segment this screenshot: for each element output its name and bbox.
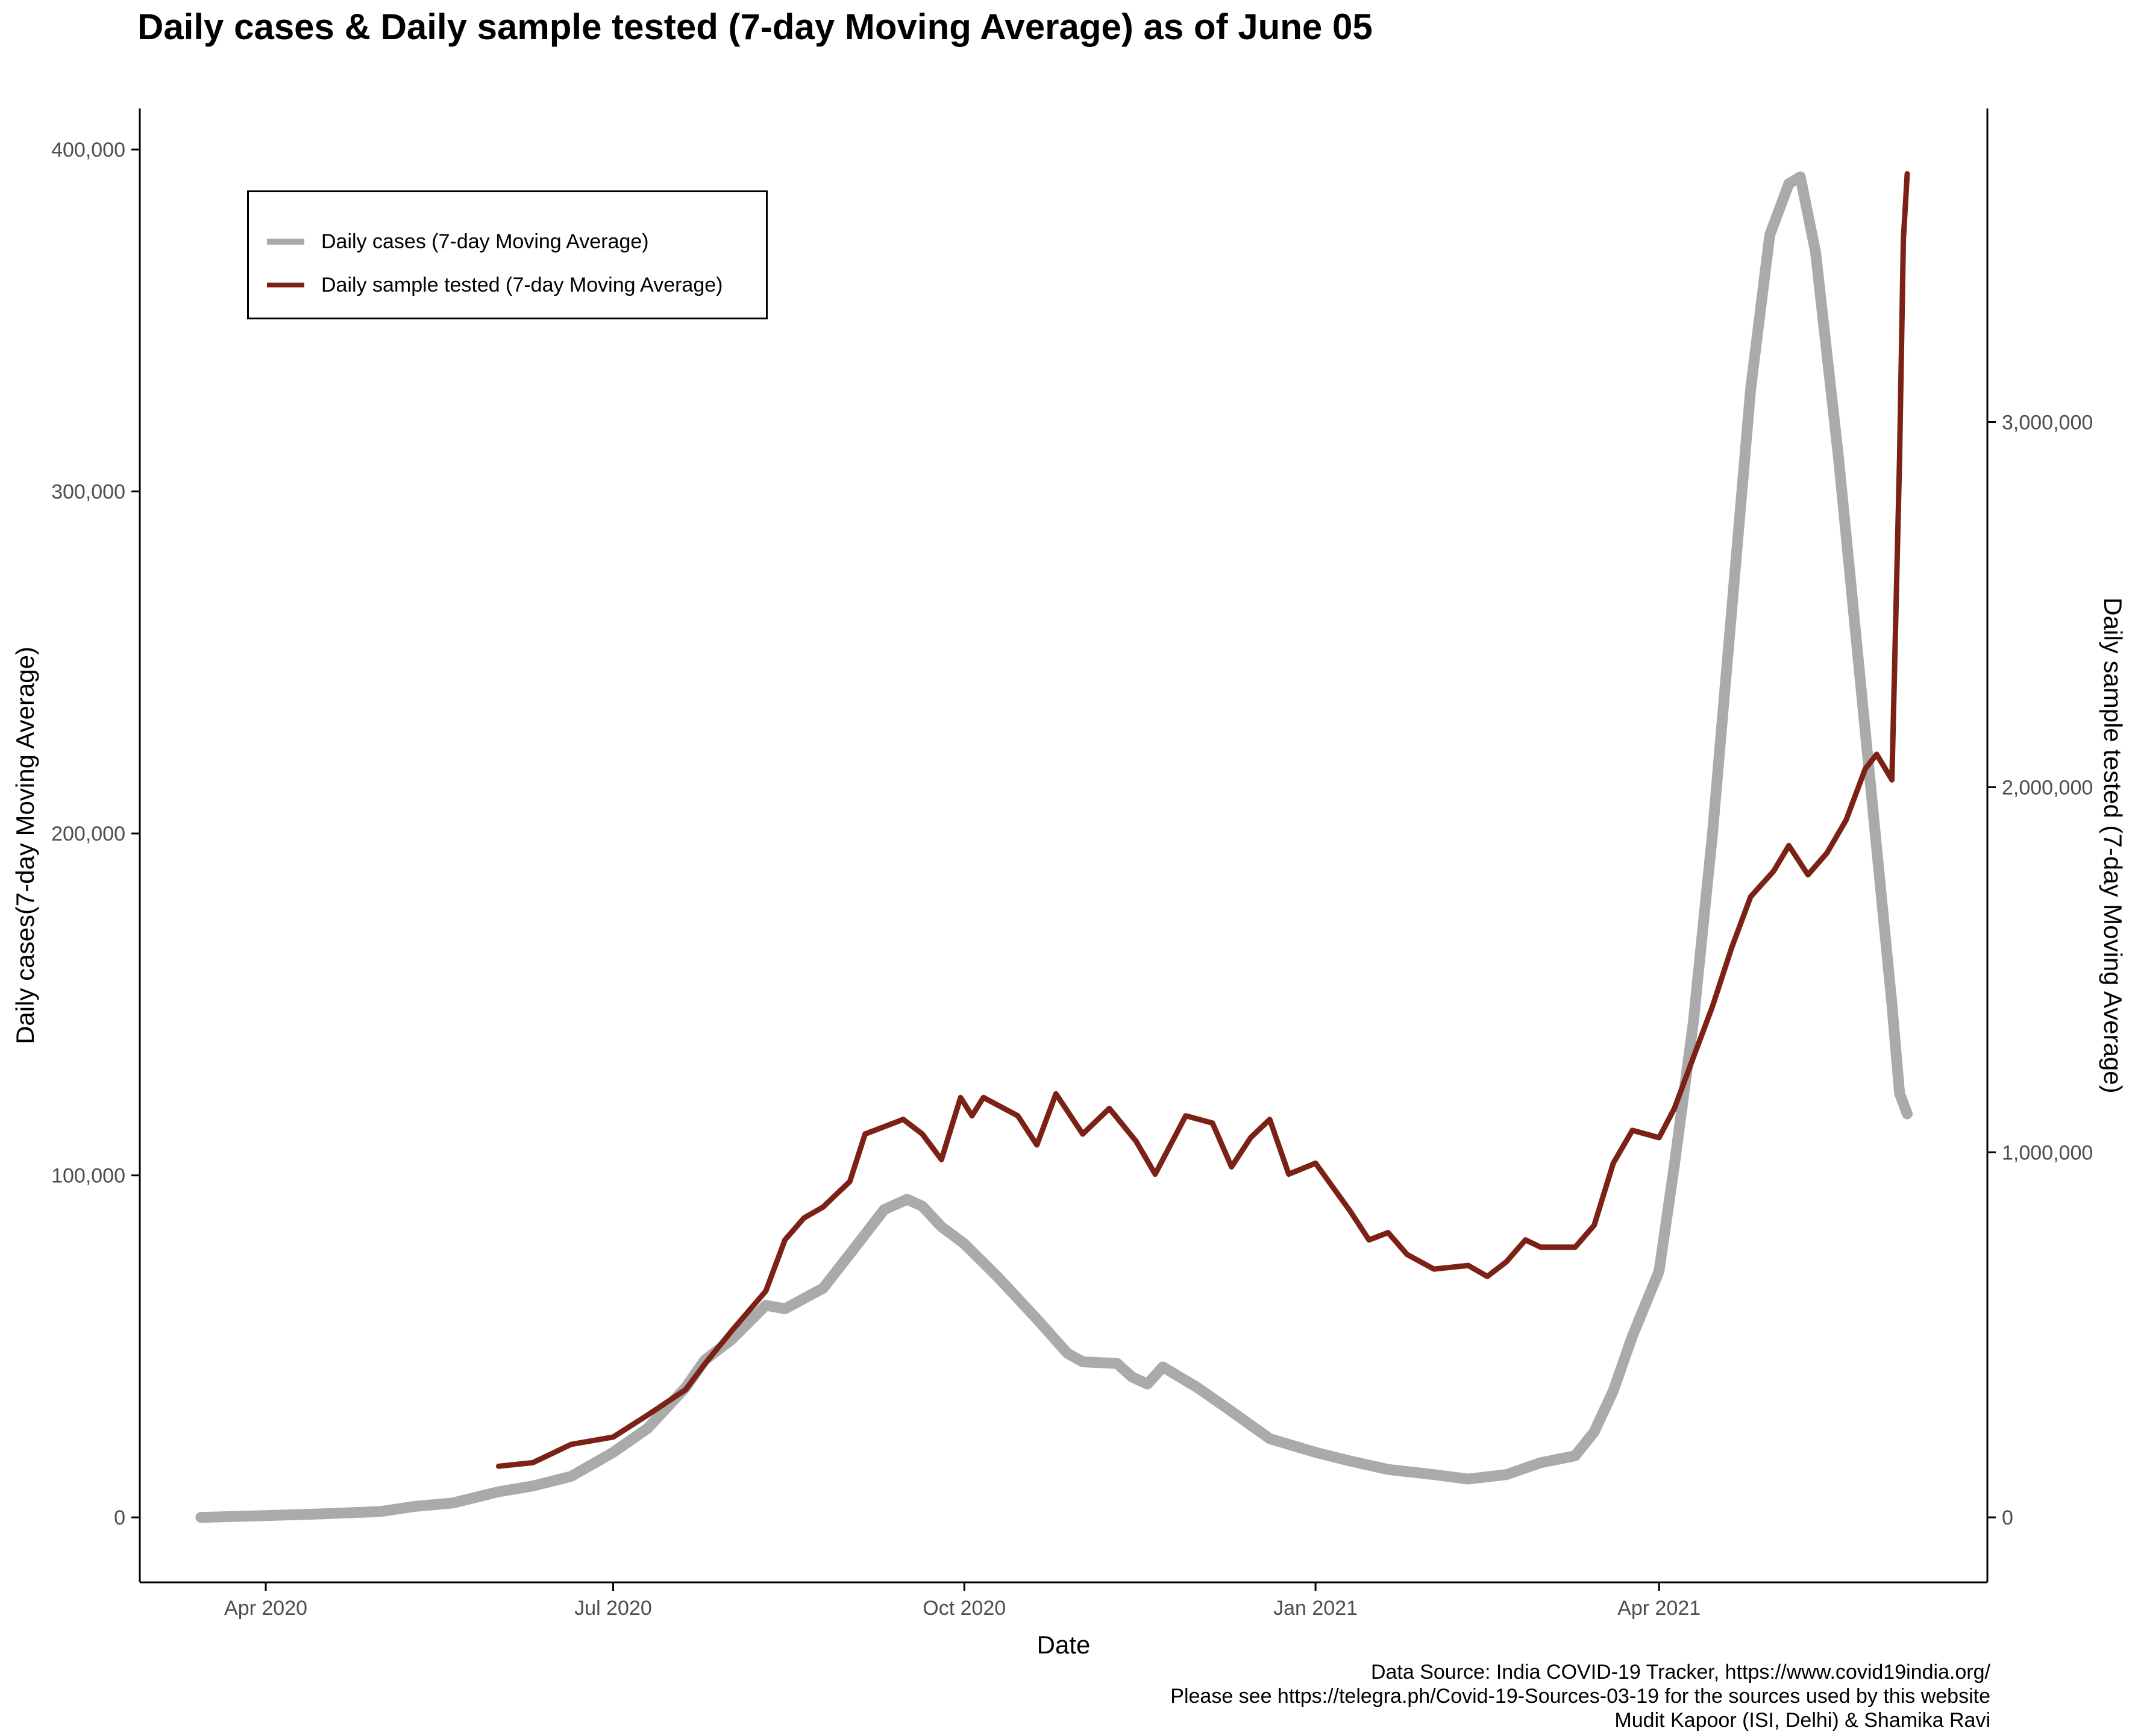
y-tick-label: 0 xyxy=(114,1506,125,1529)
y-axis-right-title: Daily sample tested (7-day Moving Averag… xyxy=(2099,597,2127,1093)
legend-item-tests: Daily sample tested (7-day Moving Averag… xyxy=(267,273,723,297)
y-tick-label: 300,000 xyxy=(51,481,125,504)
x-tick-label: Apr 2021 xyxy=(1617,1597,1701,1620)
legend-item-cases: Daily cases (7-day Moving Average) xyxy=(267,230,649,254)
caption-authors: Mudit Kapoor (ISI, Delhi) & Shamika Ravi xyxy=(1614,1709,1990,1732)
legend-label-tests: Daily sample tested (7-day Moving Averag… xyxy=(321,273,723,296)
legend: Daily cases (7-day Moving Average) Daily… xyxy=(247,190,768,319)
legend-key-tests xyxy=(267,283,304,287)
x-tick-label: Oct 2020 xyxy=(923,1597,1006,1620)
y2-tick-label: 1,000,000 xyxy=(2002,1141,2093,1164)
caption-source: Data Source: India COVID-19 Tracker, htt… xyxy=(1370,1661,1990,1684)
legend-label-cases: Daily cases (7-day Moving Average) xyxy=(321,230,649,253)
y-tick-label: 100,000 xyxy=(51,1165,125,1188)
axes-group xyxy=(131,108,1996,1591)
y2-tick-label: 3,000,000 xyxy=(2002,411,2093,434)
x-tick-label: Apr 2020 xyxy=(224,1597,307,1620)
series-line-daily-tests xyxy=(496,171,1910,1469)
tick-labels-group: 0 100,000 200,000 300,000 400,000 0 1,000,000 2… xyxy=(11,139,2127,1659)
y-axis-left-title: Daily cases(7-day Moving Average) xyxy=(11,647,39,1044)
x-axis-title: Date xyxy=(1037,1631,1091,1659)
caption-sources-note: Please see https://telegra.ph/Covid-19-S… xyxy=(1170,1685,1990,1708)
x-tick-label: Jul 2020 xyxy=(574,1597,652,1620)
chart-title: Daily cases & Daily sample tested (7-day… xyxy=(137,7,1373,47)
y2-tick-label: 0 xyxy=(2002,1506,2013,1529)
y-tick-label: 200,000 xyxy=(51,823,125,845)
x-tick-label: Jan 2021 xyxy=(1273,1597,1358,1620)
legend-key-cases xyxy=(267,239,304,245)
y2-tick-label: 2,000,000 xyxy=(2002,776,2093,799)
series-lines-group xyxy=(195,171,1913,1523)
caption: Data Source: India COVID-19 Tracker, htt… xyxy=(1170,1660,1990,1732)
y-tick-label: 400,000 xyxy=(51,139,125,161)
series-line-daily-cases xyxy=(195,171,1913,1523)
